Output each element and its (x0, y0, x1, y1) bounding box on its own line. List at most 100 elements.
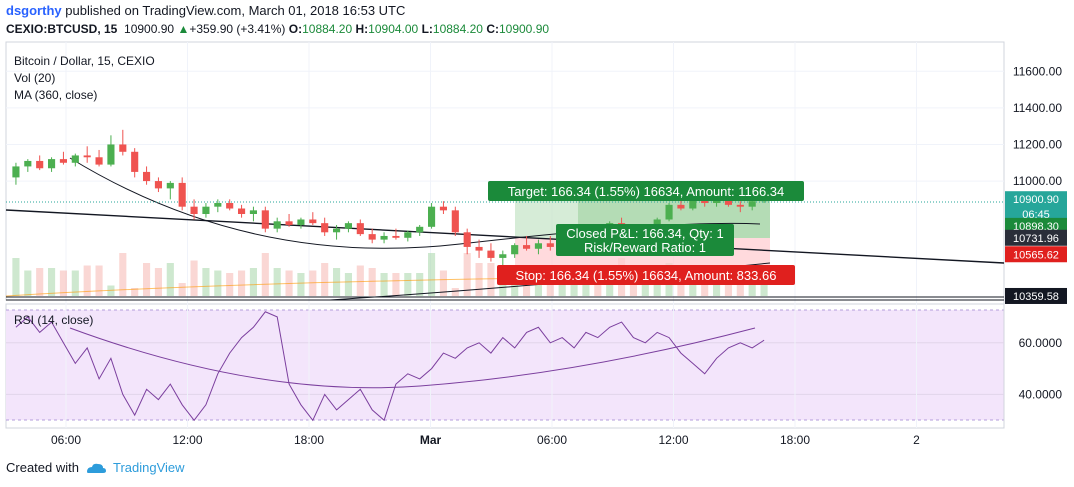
time-tick-label: Mar (420, 433, 442, 447)
price-tick-label: 11600.00 (1013, 64, 1062, 78)
candle-body (261, 210, 269, 229)
ma-legend: MA (360, close) (14, 88, 97, 102)
footer: Created with TradingView (6, 460, 185, 475)
price-change: +359.90 (+3.41%) (189, 22, 286, 36)
candle-body (665, 204, 673, 220)
volume-bar (760, 278, 768, 296)
time-axis[interactable]: 06:00 12:00 18:00 Mar 06:00 12:00 18:00 2 (51, 433, 920, 447)
volume-bar (36, 268, 44, 296)
open-value: 10884.20 (302, 22, 353, 36)
low-label: L: (421, 22, 433, 36)
volume-bar (463, 253, 471, 296)
stop-label-text: Stop: 166.34 (1.55%) 16634, Amount: 833.… (516, 268, 777, 283)
time-tick-label: 06:00 (51, 433, 81, 447)
price-tag-text: 10359.58 (1013, 291, 1059, 303)
price-tag-text: 10565.62 (1013, 249, 1059, 261)
candle-body (333, 228, 341, 233)
volume-bar (12, 258, 20, 296)
chart-canvas[interactable]: Target: 166.34 (1.55%) 16634, Amount: 11… (0, 38, 1074, 458)
open-label: O: (288, 22, 303, 36)
volume-bar (297, 273, 305, 296)
candle-body (226, 203, 234, 209)
volume-legend: Vol (20) (14, 71, 55, 85)
rsi-arc-drawing[interactable] (69, 327, 756, 389)
author-name[interactable]: dsgorthy (6, 3, 62, 18)
time-tick-label: 18:00 (294, 433, 324, 447)
time-tick-label: 12:00 (172, 433, 202, 447)
price-tag-bg (1005, 229, 1067, 246)
candle-body (356, 223, 364, 235)
volume-bar (143, 263, 151, 296)
closed-pl-bg (556, 224, 734, 256)
candle-body (24, 160, 32, 167)
candle-body (487, 250, 495, 258)
candle-body (534, 243, 542, 249)
rsi-tick-label: 40.0000 (1019, 387, 1063, 401)
volume-bar (356, 265, 364, 296)
candle-body (689, 197, 697, 209)
price-axis[interactable]: 11600.00 11400.00 11200.00 11000.00 (1013, 64, 1062, 188)
trend-line[interactable] (5, 209, 1005, 264)
candle-body (736, 204, 744, 207)
volume-bar (95, 265, 103, 296)
candle-body (404, 232, 412, 238)
candle-body (380, 235, 388, 240)
rsi-line (15, 311, 765, 422)
high-label: H: (355, 22, 369, 36)
candle-body (36, 160, 44, 169)
volume-bar (392, 273, 400, 296)
candle-body (439, 206, 447, 211)
volume-bar (487, 263, 495, 296)
low-value: 10884.20 (432, 22, 483, 36)
volume-bar (321, 263, 329, 296)
candle-body (546, 243, 554, 247)
candle-body (71, 155, 79, 163)
candle-body (416, 226, 424, 233)
volume-bar (214, 270, 222, 296)
tradingview-link[interactable]: TradingView (112, 460, 185, 475)
candle-body (748, 201, 756, 207)
candle-body (238, 208, 246, 214)
volume-bar (416, 273, 424, 296)
rsi-tick-label: 60.0000 (1019, 336, 1063, 350)
high-value: 10904.00 (368, 22, 419, 36)
close-value: 10900.90 (498, 22, 550, 36)
volume-bar (59, 270, 67, 296)
volume-bar (428, 253, 436, 296)
candle-body (131, 151, 139, 172)
target-label-bg (488, 181, 804, 201)
candle-body (475, 246, 483, 251)
volume-bar (380, 273, 388, 296)
candle-body (511, 245, 519, 255)
candle-body (48, 159, 56, 169)
target-label[interactable]: Target: 166.34 (1.55%) 16634, Amount: 11… (488, 181, 804, 201)
price-tag-bg (1005, 191, 1067, 208)
candle-body (724, 199, 732, 205)
candle-body (59, 159, 67, 163)
candle-body (285, 221, 293, 225)
candle-body (297, 219, 305, 225)
candle-body (309, 219, 317, 224)
candle-body (273, 221, 281, 229)
volume-bar (131, 288, 139, 296)
stop-label[interactable]: Stop: 166.34 (1.55%) 16634, Amount: 833.… (497, 265, 795, 285)
closed-pl-label[interactable]: Closed P&L: 166.34, Qty: 1 Risk/Reward R… (556, 224, 734, 256)
volume-bar (249, 268, 257, 296)
candle-body (249, 210, 257, 214)
price-pane[interactable] (5, 41, 1005, 301)
volume-bar (273, 268, 281, 296)
publish-info: published on TradingView.com, March 01, … (65, 3, 406, 18)
volume-bar (48, 268, 56, 296)
target-label-text: Target: 166.34 (1.55%) 16634, Amount: 11… (508, 184, 785, 199)
price-tick-label: 11400.00 (1013, 101, 1062, 115)
volume-bar (451, 288, 459, 296)
volume-bar (154, 268, 162, 296)
rsi-axis[interactable]: 60.0000 40.0000 (1019, 336, 1063, 402)
candle-body (368, 234, 376, 240)
volume-bar (226, 273, 234, 296)
price-tags: 10900.9006:4510898.3010731.9610565.62103… (1005, 191, 1067, 304)
candle-body (178, 182, 186, 207)
candle-body (83, 155, 91, 158)
time-tick-label: 06:00 (537, 433, 567, 447)
volume-bar (119, 253, 127, 296)
